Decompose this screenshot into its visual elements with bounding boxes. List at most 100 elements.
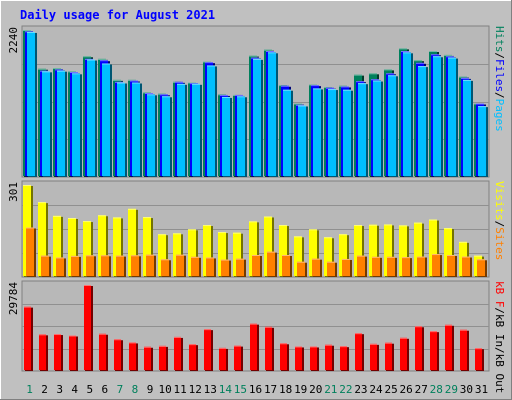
bar xyxy=(340,346,347,370)
x-tick-label: 31 xyxy=(475,383,488,396)
bar xyxy=(176,254,184,276)
x-tick-label: 11 xyxy=(174,383,187,396)
bar xyxy=(38,202,46,276)
x-tick-label: 9 xyxy=(147,383,154,396)
bar xyxy=(252,254,260,276)
bar xyxy=(143,217,151,276)
x-tick-label: 26 xyxy=(400,383,413,396)
bar xyxy=(370,343,377,370)
bar xyxy=(354,225,362,276)
bar xyxy=(71,255,79,276)
bar xyxy=(24,306,31,370)
bar xyxy=(158,234,166,276)
bar xyxy=(87,59,95,176)
bar xyxy=(98,215,106,276)
bar xyxy=(388,75,396,176)
x-tick-label: 25 xyxy=(384,383,397,396)
y-max-tick-label: 29784 xyxy=(7,282,20,315)
x-tick-label: 16 xyxy=(249,383,262,396)
bar xyxy=(237,96,245,176)
bar xyxy=(69,335,76,370)
bar xyxy=(68,218,76,276)
x-tick-label: 5 xyxy=(86,383,93,396)
x-tick-label: 10 xyxy=(158,383,171,396)
x-tick-label: 18 xyxy=(279,383,292,396)
bar xyxy=(432,254,440,276)
bar xyxy=(444,228,452,276)
bar xyxy=(174,336,181,370)
bar xyxy=(372,256,380,276)
legend-separator: / xyxy=(493,52,506,59)
bar xyxy=(129,342,136,370)
bar xyxy=(131,255,139,276)
legend-label: Pages xyxy=(493,99,506,132)
series-kb-f xyxy=(24,285,484,371)
bar xyxy=(233,232,241,276)
chart-title: Daily usage for August 2021 xyxy=(20,8,215,22)
bar xyxy=(448,57,456,176)
bar xyxy=(264,216,272,276)
bar xyxy=(387,256,395,276)
panel-legend: Hits/Files/Pages xyxy=(493,26,506,132)
bar xyxy=(250,323,257,370)
x-tick-label: 30 xyxy=(460,383,473,396)
bar xyxy=(188,229,196,276)
x-tick-label: 14 xyxy=(219,383,233,396)
legend-label: kB Out xyxy=(493,354,506,394)
bar xyxy=(342,258,350,276)
bar xyxy=(173,233,181,276)
panel-1: 2240 Hits/Files/Pages xyxy=(7,25,506,178)
bar xyxy=(283,89,291,176)
bar xyxy=(463,79,471,176)
bar xyxy=(445,324,452,370)
bar xyxy=(189,344,196,370)
bar xyxy=(310,346,317,370)
bar xyxy=(297,261,305,276)
x-tick-label: 21 xyxy=(324,383,337,396)
bar xyxy=(268,52,276,176)
x-tick-label: 15 xyxy=(234,383,247,396)
series-sites xyxy=(26,227,487,277)
x-tick-label: 17 xyxy=(264,383,277,396)
bar xyxy=(339,234,347,276)
x-axis-labels: 1 2 3 4 5 6 7 8 9 10 11 12 13 14 15 16 17 18 19 20 21 22 23 24 2… xyxy=(26,383,488,396)
x-tick-label: 12 xyxy=(189,383,202,396)
bar xyxy=(399,225,407,276)
legend-label: kB In xyxy=(493,314,506,347)
bar xyxy=(249,221,257,276)
legend-label: Hits xyxy=(493,26,506,53)
bar xyxy=(116,255,124,276)
bar xyxy=(86,255,94,276)
bar xyxy=(128,208,136,276)
bar xyxy=(53,215,61,276)
bar xyxy=(117,82,125,176)
bar xyxy=(57,70,65,176)
x-tick-label: 8 xyxy=(132,383,139,396)
bar xyxy=(417,256,425,276)
bar xyxy=(203,225,211,276)
legend-separator: / xyxy=(493,307,506,314)
bar xyxy=(475,348,482,370)
bar xyxy=(309,229,317,276)
bar xyxy=(56,257,64,276)
bar xyxy=(282,254,290,276)
x-tick-label: 29 xyxy=(445,383,458,396)
bar xyxy=(298,105,306,176)
x-tick-label: 1 xyxy=(26,383,33,396)
bar xyxy=(162,96,170,176)
x-tick-label: 7 xyxy=(117,383,124,396)
bar xyxy=(327,261,335,276)
bar xyxy=(54,334,61,370)
x-tick-label: 13 xyxy=(204,383,217,396)
bar xyxy=(192,83,200,176)
bar xyxy=(42,71,50,176)
panel-legend: kB F/kB In/kB Out xyxy=(493,281,506,393)
bar xyxy=(177,83,185,176)
bar xyxy=(265,326,272,370)
bar xyxy=(280,343,287,370)
bar xyxy=(369,224,377,276)
bar xyxy=(147,94,155,176)
legend-label: Visits xyxy=(493,181,506,221)
bar xyxy=(27,31,35,176)
